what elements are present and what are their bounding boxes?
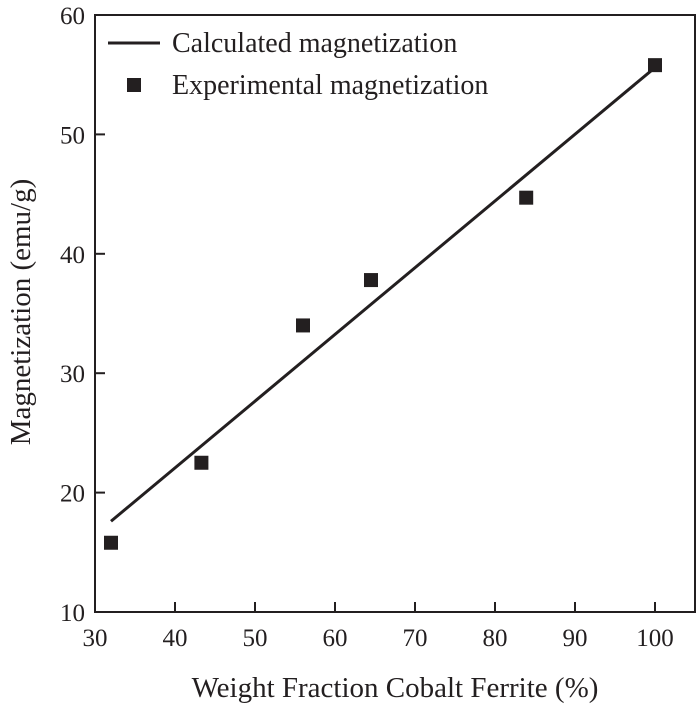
series-layer bbox=[104, 58, 662, 550]
plot-border bbox=[94, 14, 696, 613]
x-tick-label: 80 bbox=[483, 625, 508, 652]
x-tick-label: 100 bbox=[636, 625, 674, 652]
legend: Calculated magnetization Experimental mag… bbox=[108, 28, 488, 101]
y-axis-title: Magnetization (emu/g) bbox=[5, 179, 37, 446]
x-tick-label: 40 bbox=[163, 625, 188, 652]
experimental-magnetization-point bbox=[104, 535, 118, 550]
x-tick-label: 30 bbox=[83, 625, 108, 652]
y-axis: 10 20 30 40 50 60 bbox=[60, 3, 105, 627]
experimental-magnetization-point bbox=[296, 318, 310, 333]
legend-label: Experimental magnetization bbox=[172, 70, 488, 101]
x-tick-label: 90 bbox=[563, 625, 588, 652]
experimental-magnetization-point bbox=[648, 58, 662, 73]
y-tick-label: 30 bbox=[60, 361, 85, 388]
calculated-magnetization-line bbox=[110, 66, 656, 523]
x-tick-label: 50 bbox=[243, 625, 268, 652]
x-tick-label: 60 bbox=[323, 625, 348, 652]
legend-label: Calculated magnetization bbox=[172, 28, 457, 59]
x-axis-title: Weight Fraction Cobalt Ferrite (%) bbox=[192, 672, 599, 704]
x-tick-label: 70 bbox=[403, 625, 428, 652]
y-tick-label: 20 bbox=[60, 481, 85, 508]
x-axis: 30 40 50 60 70 80 90 100 bbox=[83, 602, 674, 652]
y-tick-label: 40 bbox=[60, 242, 85, 269]
legend-square-swatch bbox=[127, 78, 141, 92]
y-tick-label: 10 bbox=[60, 600, 85, 627]
experimental-magnetization-point bbox=[519, 190, 534, 205]
y-tick-label: 60 bbox=[60, 3, 85, 30]
plot-frame bbox=[94, 14, 696, 613]
experimental-magnetization-point bbox=[364, 273, 378, 288]
y-tick-label: 50 bbox=[60, 122, 85, 149]
experimental-magnetization-point bbox=[194, 455, 209, 470]
